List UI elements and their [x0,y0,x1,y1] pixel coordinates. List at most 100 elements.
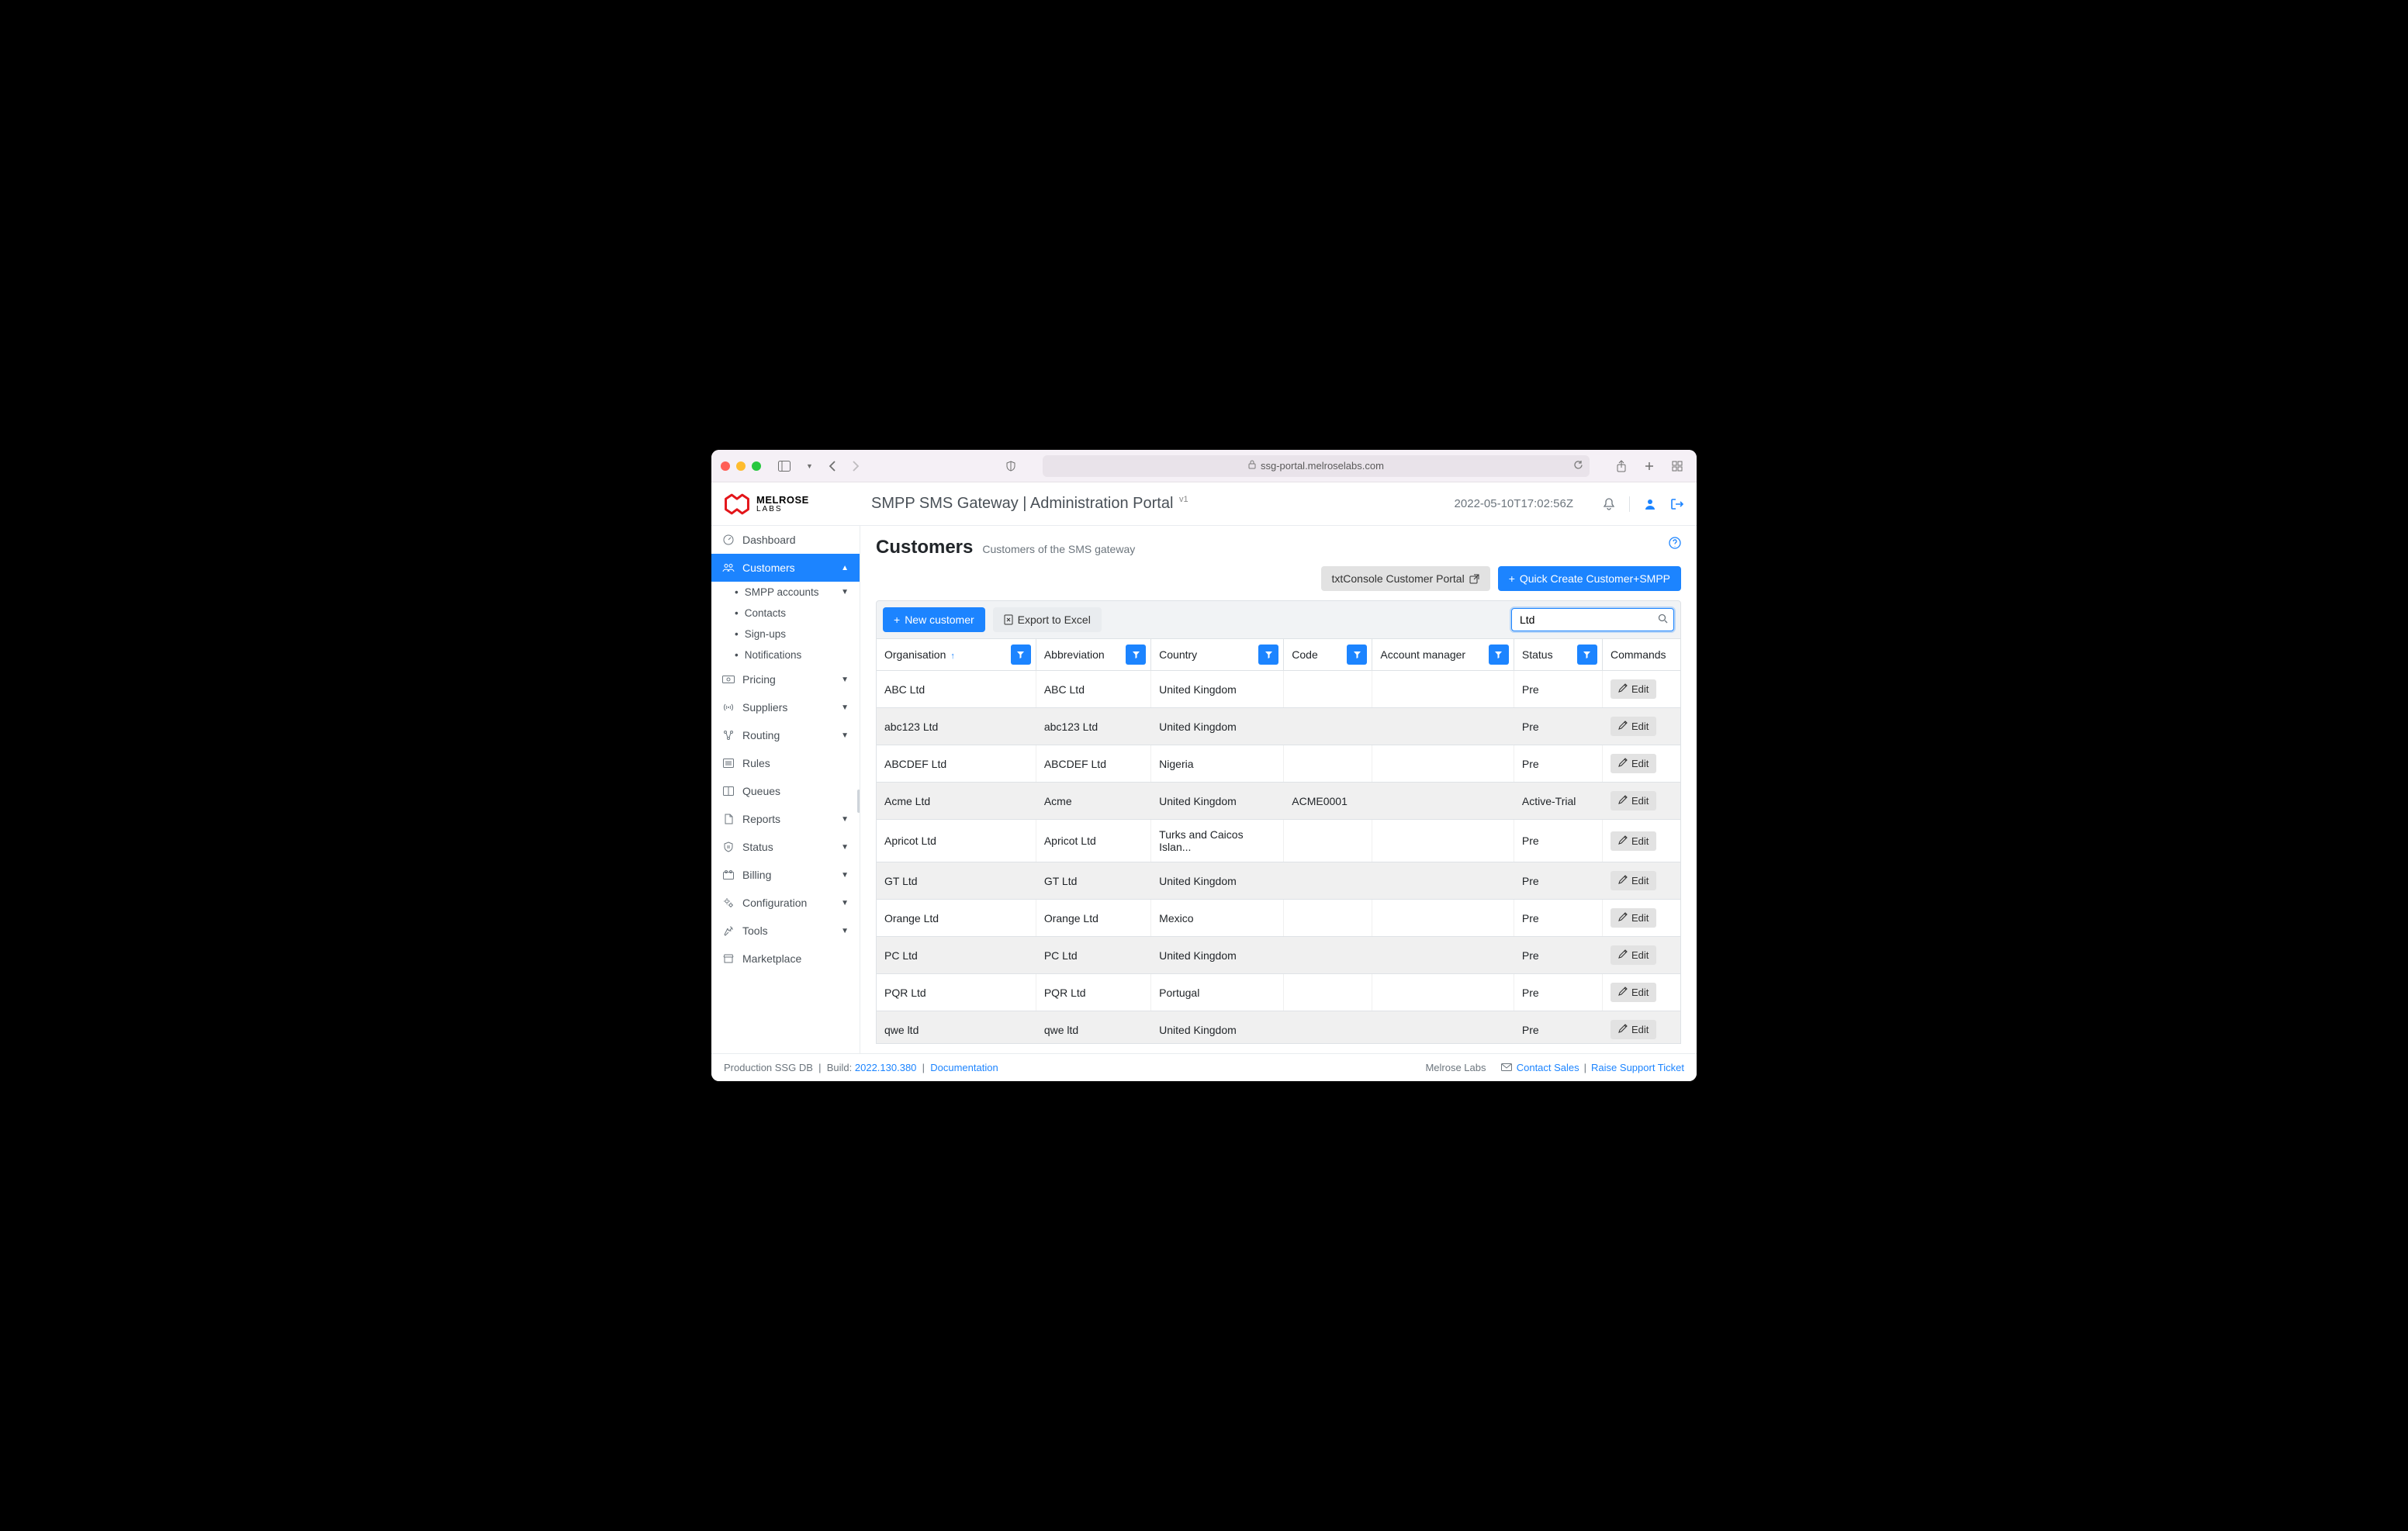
cell-country: Nigeria [1151,745,1284,783]
brand-logo[interactable]: MELROSE LABS [724,492,856,516]
minimize-window-icon[interactable] [736,461,746,471]
sidebar-item-label: Routing [742,729,780,741]
sidebar-item-reports[interactable]: Reports ▼ [711,805,860,833]
sidebar-item-status[interactable]: Status ▼ [711,833,860,861]
filter-button[interactable] [1126,645,1146,665]
sidebar-item-suppliers[interactable]: Suppliers ▼ [711,693,860,721]
column-label: Country [1159,648,1197,661]
sidebar-item-queues[interactable]: Queues [711,777,860,805]
column-header-account-manager[interactable]: Account manager [1372,639,1514,671]
maximize-window-icon[interactable] [752,461,761,471]
refresh-icon[interactable] [1573,460,1583,472]
shield-icon[interactable] [1001,458,1021,475]
edit-button[interactable]: Edit [1611,908,1656,928]
sidebar-subitem-sign-ups[interactable]: Sign-ups [711,624,860,645]
pencil-icon [1618,1024,1628,1035]
sidebar-item-configuration[interactable]: Configuration ▼ [711,889,860,917]
edit-button[interactable]: Edit [1611,945,1656,965]
bell-icon[interactable] [1603,497,1615,511]
sidebar-item-pricing[interactable]: Pricing ▼ [711,665,860,693]
pagination[interactable] [876,1044,1681,1053]
tabs-grid-icon[interactable] [1667,457,1687,475]
chevron-down-icon[interactable]: ▼ [801,459,818,473]
edit-button[interactable]: Edit [1611,717,1656,736]
cell-country: United Kingdom [1151,862,1284,900]
table-row[interactable]: ABCDEF LtdABCDEF LtdNigeriaPreEdit [877,745,1680,783]
filter-button[interactable] [1489,645,1509,665]
support-ticket-link[interactable]: Raise Support Ticket [1591,1062,1684,1073]
cell-abbr: PC Ltd [1036,937,1150,974]
table-row[interactable]: Orange LtdOrange LtdMexicoPreEdit [877,900,1680,937]
cell-org: abc123 Ltd [877,708,1036,745]
sidebar-subitem-label: Sign-ups [745,628,786,640]
forward-button[interactable] [847,458,864,475]
sidebar-item-marketplace[interactable]: Marketplace [711,945,860,973]
logout-icon[interactable] [1670,498,1684,510]
table-row[interactable]: GT LtdGT LtdUnited KingdomPreEdit [877,862,1680,900]
cell-country: United Kingdom [1151,708,1284,745]
sidebar-item-tools[interactable]: Tools ▼ [711,917,860,945]
column-header-country[interactable]: Country [1151,639,1284,671]
filter-button[interactable] [1577,645,1597,665]
column-header-code[interactable]: Code [1284,639,1372,671]
quick-create-button[interactable]: + Quick Create Customer+SMPP [1498,566,1681,591]
filter-button[interactable] [1347,645,1367,665]
cell-commands: Edit [1602,820,1680,862]
sidebar-subitem-smpp-accounts[interactable]: SMPP accounts▼ [711,582,860,603]
share-icon[interactable] [1611,457,1631,475]
cell-status: Pre [1514,1011,1602,1045]
search-icon[interactable] [1658,613,1668,626]
edit-button[interactable]: Edit [1611,791,1656,810]
table-row[interactable]: abc123 Ltdabc123 LtdUnited KingdomPreEdi… [877,708,1680,745]
sidebar-item-billing[interactable]: Billing ▼ [711,861,860,889]
sidebar-item-dashboard[interactable]: Dashboard [711,526,860,554]
edit-button[interactable]: Edit [1611,1020,1656,1039]
content: Customers Customers of the SMS gateway t… [860,526,1697,1053]
cell-abbr: PQR Ltd [1036,974,1150,1011]
sidebar-item-routing[interactable]: Routing ▼ [711,721,860,749]
edit-button[interactable]: Edit [1611,754,1656,773]
table-row[interactable]: qwe ltdqwe ltdUnited KingdomPreEdit [877,1011,1680,1045]
build-link[interactable]: 2022.130.380 [855,1062,917,1073]
user-icon[interactable] [1644,498,1656,510]
back-button[interactable] [824,458,841,475]
table-row[interactable]: Apricot LtdApricot LtdTurks and Caicos I… [877,820,1680,862]
column-header-status[interactable]: Status [1514,639,1602,671]
filter-button[interactable] [1258,645,1278,665]
cell-mgr [1372,783,1514,820]
column-header-commands[interactable]: Commands [1602,639,1680,671]
column-header-abbreviation[interactable]: Abbreviation [1036,639,1150,671]
sidebar-item-customers[interactable]: Customers ▲ [711,554,860,582]
chevron-down-icon: ▼ [841,815,849,824]
customer-portal-button[interactable]: txtConsole Customer Portal [1321,566,1490,591]
help-icon[interactable] [1669,537,1681,551]
new-customer-button[interactable]: + New customer [883,607,985,632]
sidebar-item-rules[interactable]: Rules [711,749,860,777]
table-row[interactable]: PC LtdPC LtdUnited KingdomPreEdit [877,937,1680,974]
documentation-link[interactable]: Documentation [930,1062,998,1073]
edit-button[interactable]: Edit [1611,831,1656,851]
filter-button[interactable] [1011,645,1031,665]
cell-status: Pre [1514,708,1602,745]
edit-button[interactable]: Edit [1611,679,1656,699]
address-bar[interactable]: ssg-portal.melroselabs.com [1043,455,1590,477]
close-window-icon[interactable] [721,461,730,471]
table-row[interactable]: ABC LtdABC LtdUnited KingdomPreEdit [877,671,1680,708]
edit-button[interactable]: Edit [1611,871,1656,890]
column-label: Code [1292,648,1317,661]
search-input[interactable] [1511,608,1674,631]
edit-button[interactable]: Edit [1611,983,1656,1002]
sidebar: Dashboard Customers ▲SMPP accounts▼Conta… [711,526,860,1053]
sidebar-subitem-notifications[interactable]: Notifications [711,645,860,665]
cell-mgr [1372,1011,1514,1045]
contact-sales-link[interactable]: Contact Sales [1517,1062,1579,1073]
sidebar-toggle-icon[interactable] [773,458,795,475]
export-excel-button[interactable]: Export to Excel [993,607,1102,632]
table-row[interactable]: PQR LtdPQR LtdPortugalPreEdit [877,974,1680,1011]
url-text: ssg-portal.melroselabs.com [1261,460,1384,472]
new-tab-icon[interactable] [1639,457,1659,475]
table-row[interactable]: Acme LtdAcmeUnited KingdomACME0001Active… [877,783,1680,820]
column-header-organisation[interactable]: Organisation↑ [877,639,1036,671]
sidebar-subitem-contacts[interactable]: Contacts [711,603,860,624]
plus-icon: + [1509,572,1515,585]
